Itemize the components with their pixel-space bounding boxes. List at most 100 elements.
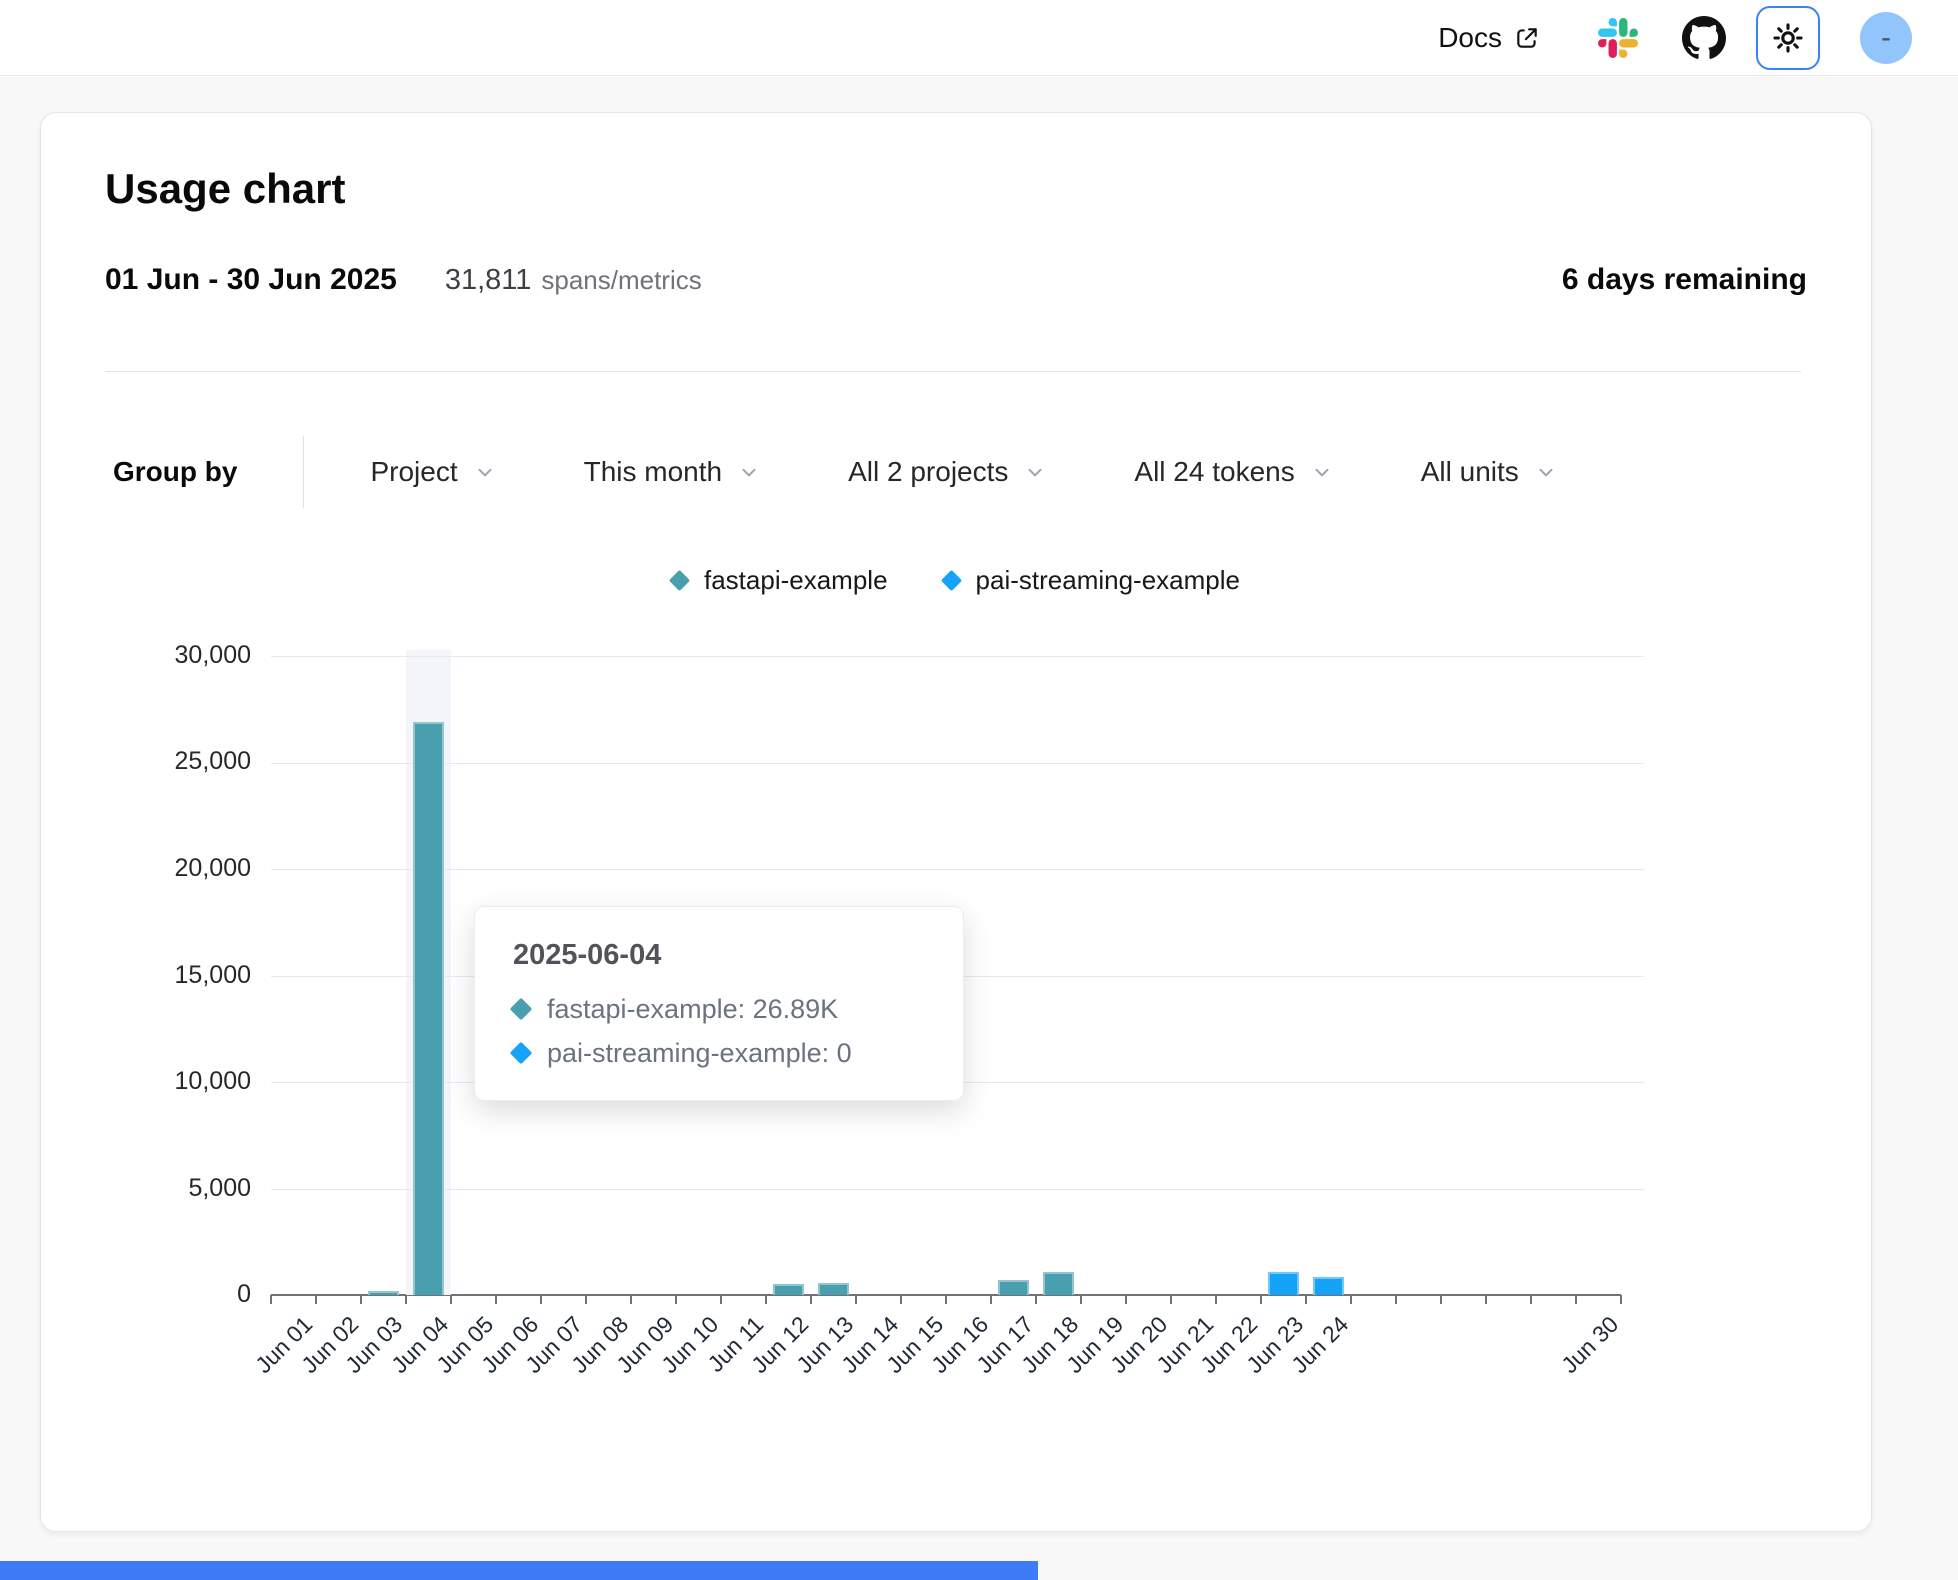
axis-tick: [270, 1295, 272, 1304]
bar-jun-12-fastapi-example[interactable]: [773, 1284, 803, 1295]
header-divider: [105, 371, 1801, 372]
axis-tick: [1260, 1295, 1262, 1304]
axis-tick: [720, 1295, 722, 1304]
legend-diamond-icon: [669, 570, 690, 591]
chevron-down-icon: [738, 461, 760, 483]
chevron-down-icon: [1535, 461, 1557, 483]
tokens-dropdown[interactable]: All 24 tokens: [1134, 456, 1332, 488]
chart-legend: fastapi-example pai-streaming-example: [41, 565, 1871, 596]
y-axis-label: 20,000: [101, 854, 251, 883]
tooltip-row: fastapi-example: 26.89K: [513, 992, 925, 1026]
tooltip-row: pai-streaming-example: 0: [513, 1036, 925, 1070]
theme-toggle-button[interactable]: [1756, 6, 1820, 70]
date-range: 01 Jun - 30 Jun 2025: [105, 263, 397, 297]
axis-tick: [1125, 1295, 1127, 1304]
bar-jun-24-pai-streaming-example[interactable]: [1313, 1277, 1343, 1295]
axis-tick: [1350, 1295, 1352, 1304]
docs-label: Docs: [1438, 22, 1502, 54]
units-dropdown[interactable]: All units: [1421, 456, 1557, 488]
chevron-down-icon: [474, 461, 496, 483]
axis-tick: [1530, 1295, 1532, 1304]
axis-tick: [900, 1295, 902, 1304]
bar-jun-23-pai-streaming-example[interactable]: [1268, 1272, 1298, 1295]
axis-tick: [1035, 1295, 1037, 1304]
bottom-blue-strip: [0, 1561, 1038, 1580]
topbar: Docs: [0, 0, 1958, 76]
period-dropdown[interactable]: This month: [584, 456, 761, 488]
slack-icon[interactable]: [1598, 18, 1638, 58]
gridline: [271, 1189, 1644, 1190]
tooltip-date: 2025-06-04: [513, 939, 925, 972]
axis-tick: [1485, 1295, 1487, 1304]
usage-meta-row: 01 Jun - 30 Jun 2025 31,811 spans/metric…: [105, 263, 1807, 297]
dropdown-label: All units: [1421, 456, 1519, 488]
group-by-dropdown[interactable]: Project: [370, 456, 495, 488]
dropdown-label: All 2 projects: [848, 456, 1008, 488]
chevron-down-icon: [1024, 461, 1046, 483]
usage-chart-card: Usage chart 01 Jun - 30 Jun 2025 31,811 …: [40, 112, 1872, 1532]
external-link-icon: [1514, 25, 1540, 51]
bar-jun-18-fastapi-example[interactable]: [1043, 1272, 1073, 1295]
axis-tick: [1215, 1295, 1217, 1304]
tooltip-diamond-icon: [510, 1042, 533, 1065]
axis-tick: [315, 1295, 317, 1304]
y-axis-label: 25,000: [101, 747, 251, 776]
tooltip-value: pai-streaming-example: 0: [547, 1036, 852, 1070]
bar-jun-17-fastapi-example[interactable]: [998, 1280, 1028, 1295]
gridline: [271, 869, 1644, 870]
axis-tick: [540, 1295, 542, 1304]
page-background: Usage chart 01 Jun - 30 Jun 2025 31,811 …: [0, 77, 1958, 1580]
github-icon[interactable]: [1682, 16, 1726, 60]
gridline: [271, 656, 1644, 657]
tooltip-value: fastapi-example: 26.89K: [547, 992, 838, 1026]
axis-tick: [765, 1295, 767, 1304]
y-axis-label: 30,000: [101, 641, 251, 670]
chevron-down-icon: [1311, 461, 1333, 483]
axis-tick: [405, 1295, 407, 1304]
usage-count: 31,811: [445, 264, 532, 297]
chart-tooltip: 2025-06-04 fastapi-example: 26.89K pai-s…: [474, 906, 964, 1101]
axis-tick: [585, 1295, 587, 1304]
group-by-label: Group by: [113, 456, 237, 488]
axis-tick: [360, 1295, 362, 1304]
axis-tick: [630, 1295, 632, 1304]
axis-tick: [1395, 1295, 1397, 1304]
legend-item-fastapi-example[interactable]: fastapi-example: [672, 565, 888, 596]
axis-tick: [855, 1295, 857, 1304]
tooltip-diamond-icon: [510, 998, 533, 1021]
docs-link[interactable]: Docs: [1438, 22, 1540, 54]
legend-label: pai-streaming-example: [976, 565, 1240, 596]
dropdown-label: Project: [370, 456, 457, 488]
filter-bar: Group by Project This month All 2 projec…: [113, 436, 1557, 508]
axis-tick: [675, 1295, 677, 1304]
projects-dropdown[interactable]: All 2 projects: [848, 456, 1046, 488]
axis-tick: [1170, 1295, 1172, 1304]
y-axis-label: 0: [101, 1280, 251, 1309]
avatar[interactable]: -: [1860, 12, 1912, 64]
avatar-label: -: [1881, 21, 1891, 55]
axis-tick: [1575, 1295, 1577, 1304]
legend-diamond-icon: [940, 570, 961, 591]
legend-item-pai-streaming-example[interactable]: pai-streaming-example: [944, 565, 1240, 596]
axis-tick: [1305, 1295, 1307, 1304]
axis-tick: [1440, 1295, 1442, 1304]
x-axis-label: Jun 30: [1556, 1311, 1624, 1379]
filter-divider: [303, 436, 304, 508]
dropdown-label: All 24 tokens: [1134, 456, 1294, 488]
usage-unit: spans/metrics: [541, 265, 701, 296]
y-axis-label: 10,000: [101, 1067, 251, 1096]
dropdown-label: This month: [584, 456, 723, 488]
page-title: Usage chart: [105, 165, 345, 213]
bar-jun-13-fastapi-example[interactable]: [818, 1283, 848, 1295]
axis-tick: [450, 1295, 452, 1304]
legend-label: fastapi-example: [704, 565, 888, 596]
gridline: [271, 763, 1644, 764]
axis-tick: [1080, 1295, 1082, 1304]
bar-jun-03-fastapi-example[interactable]: [368, 1291, 398, 1295]
axis-tick: [1620, 1295, 1622, 1304]
axis-tick: [945, 1295, 947, 1304]
y-axis-label: 5,000: [101, 1174, 251, 1203]
sun-icon: [1771, 21, 1805, 55]
bar-jun-04-fastapi-example[interactable]: [413, 722, 443, 1295]
axis-tick: [810, 1295, 812, 1304]
